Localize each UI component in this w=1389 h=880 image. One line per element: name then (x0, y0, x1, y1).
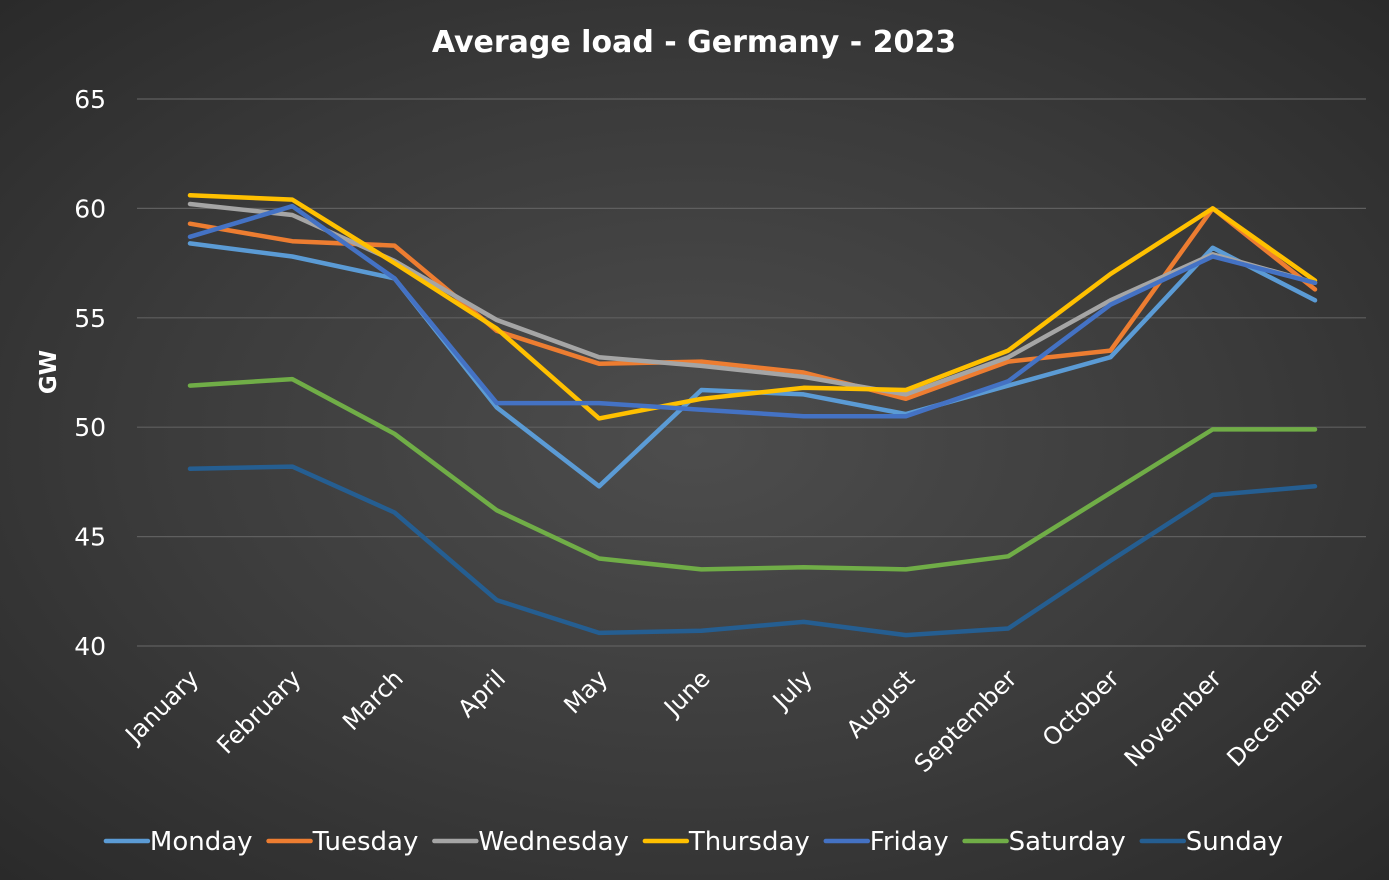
y-tick-label: 65 (74, 85, 106, 114)
x-tick-label: June (657, 664, 715, 722)
y-tick-label: 60 (74, 194, 106, 223)
series-line-sunday (187, 464, 1318, 638)
y-tick-label: 40 (74, 632, 106, 661)
x-tick-labels: January February March April May June July Augu… (119, 664, 1330, 778)
x-tick-label: January (119, 664, 205, 750)
y-axis-label: GW (36, 350, 62, 394)
x-tick-label: August (841, 664, 920, 743)
x-tick-label: December (1221, 664, 1329, 772)
legend-label: Wednesday (478, 827, 629, 857)
legend-label: Sunday (1186, 827, 1283, 857)
legend: Monday Tuesday Wednesday Thursday Friday Satu… (103, 827, 1283, 857)
series-line-tuesday (187, 206, 1318, 402)
series-line-saturday (187, 376, 1318, 572)
y-tick-label: 55 (74, 304, 106, 333)
x-tick-label: November (1119, 664, 1227, 772)
x-tick-label: May (558, 664, 613, 719)
chart-title: Average load - Germany - 2023 (432, 25, 956, 60)
y-tick-labels: 40 45 50 55 60 65 (74, 85, 106, 661)
x-tick-label: October (1037, 664, 1125, 752)
x-tick-label: July (766, 664, 818, 716)
x-tick-label: March (337, 664, 409, 736)
x-tick-label: September (909, 664, 1023, 778)
legend-label: Saturday (1009, 827, 1126, 857)
y-tick-label: 45 (74, 523, 106, 552)
y-tick-label: 50 (74, 413, 106, 442)
legend-label: Thursday (688, 827, 810, 857)
x-tick-label: April (452, 664, 511, 723)
gridlines (137, 98, 1366, 647)
legend-label: Friday (870, 827, 949, 857)
series-lines (187, 193, 1318, 638)
x-tick-label: February (212, 664, 307, 759)
legend-label: Tuesday (312, 827, 419, 857)
series-line-thursday (187, 193, 1318, 421)
legend-label: Monday (150, 827, 253, 857)
series-line-friday (187, 203, 1318, 419)
